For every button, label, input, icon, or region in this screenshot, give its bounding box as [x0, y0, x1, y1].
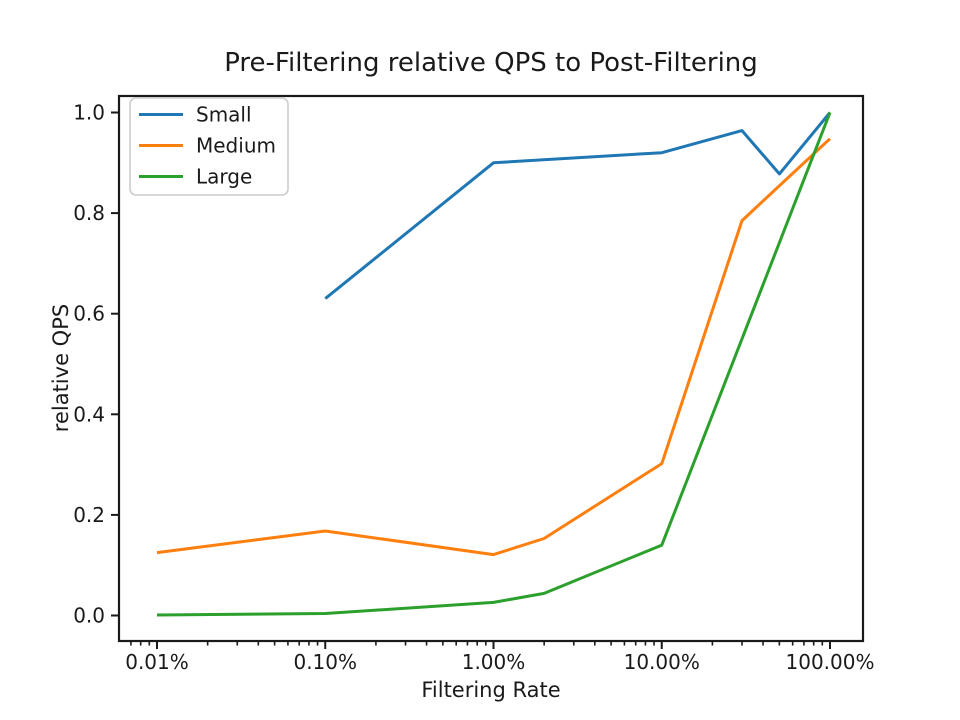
- y-tick-label: 0.4: [73, 402, 105, 426]
- y-tick-label: 0.6: [73, 302, 105, 326]
- series-line-small: [324, 111, 832, 300]
- y-tick-label: 0.0: [73, 604, 105, 628]
- plot-area: 0.01% 0.10% 1.00% 10.00% 100.00% 0.0 0.2 0.4 0.6…: [73, 94, 875, 674]
- x-tick-label: 1.00%: [462, 650, 526, 674]
- legend-box: [129, 97, 289, 196]
- legend-item-label: Medium: [196, 134, 276, 158]
- x-tick-label: 0.01%: [125, 650, 189, 674]
- y-tick-label: 1.0: [73, 101, 105, 125]
- y-axis-label: relative QPS: [49, 304, 73, 432]
- x-axis-label: Filtering Rate: [421, 678, 560, 702]
- legend-item-label: Small: [196, 103, 252, 127]
- x-tick-label: 100.00%: [786, 650, 875, 674]
- legend-item-label: Large: [196, 165, 252, 189]
- legend: Small Medium Large: [129, 97, 289, 196]
- series-line-large: [156, 111, 832, 617]
- series-line-medium: [156, 137, 832, 557]
- x-tick-label: 0.10%: [293, 650, 357, 674]
- y-tick-label: 0.8: [73, 201, 105, 225]
- x-tick-label: 10.00%: [624, 650, 700, 674]
- plot-spines: [117, 94, 865, 643]
- y-tick-label: 0.2: [73, 503, 105, 527]
- chart-title: Pre-Filtering relative QPS to Post-Filte…: [224, 48, 758, 78]
